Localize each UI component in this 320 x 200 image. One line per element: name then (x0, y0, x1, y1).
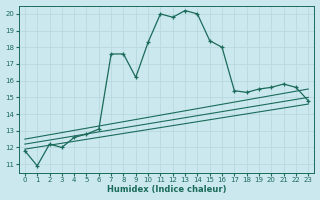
X-axis label: Humidex (Indice chaleur): Humidex (Indice chaleur) (107, 185, 226, 194)
